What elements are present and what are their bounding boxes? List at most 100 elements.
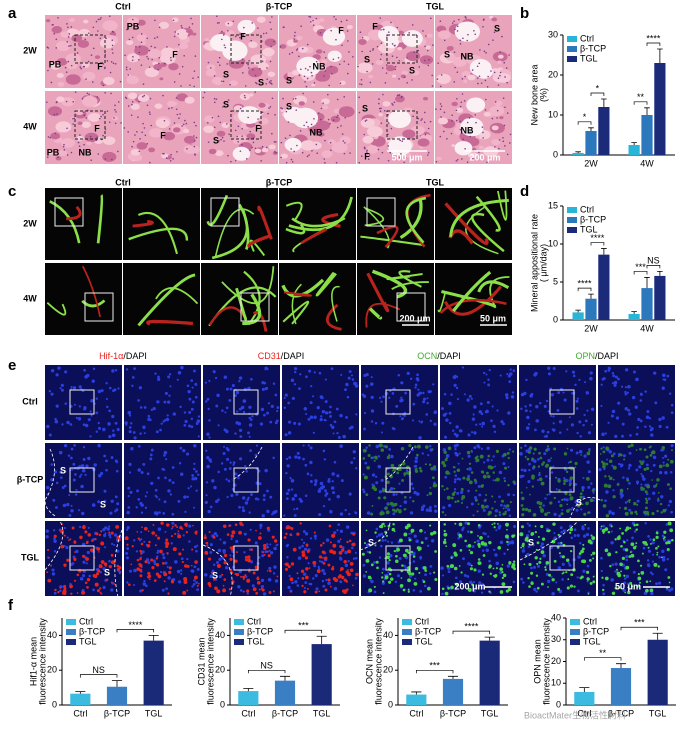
significance-bracket bbox=[646, 265, 661, 269]
signal bbox=[462, 476, 466, 480]
nucleus bbox=[424, 45, 426, 48]
nucleus bbox=[317, 112, 320, 114]
signal bbox=[368, 444, 371, 447]
signal bbox=[406, 523, 411, 528]
nucleus bbox=[440, 74, 443, 76]
nucleus bbox=[68, 33, 71, 35]
nucleus bbox=[186, 147, 188, 150]
signal bbox=[382, 592, 385, 594]
dapi bbox=[208, 379, 211, 383]
dapi bbox=[162, 512, 166, 515]
tissue bbox=[178, 33, 188, 40]
dapi bbox=[222, 445, 226, 448]
signal bbox=[529, 446, 533, 450]
signal bbox=[657, 497, 660, 500]
signal bbox=[447, 446, 452, 451]
signal bbox=[591, 489, 595, 492]
signal bbox=[365, 529, 368, 532]
signal bbox=[630, 542, 635, 547]
nucleus bbox=[463, 100, 466, 102]
signal bbox=[610, 454, 614, 458]
signal bbox=[402, 588, 406, 592]
dapi bbox=[310, 385, 313, 388]
x-tick-label: β-TCP bbox=[104, 708, 130, 718]
bar bbox=[572, 153, 584, 155]
dapi bbox=[626, 391, 629, 394]
nucleus bbox=[173, 35, 176, 38]
dapi bbox=[481, 549, 485, 552]
nucleus bbox=[213, 101, 216, 104]
dapi bbox=[508, 380, 512, 384]
image-label: S bbox=[223, 99, 229, 109]
signal bbox=[538, 477, 543, 482]
nucleus bbox=[90, 159, 92, 162]
dapi bbox=[192, 467, 196, 471]
nucleus bbox=[492, 39, 494, 41]
signal bbox=[389, 577, 394, 581]
signal bbox=[501, 576, 505, 580]
signal bbox=[533, 447, 537, 451]
bone-label bbox=[214, 208, 255, 257]
dapi bbox=[320, 415, 323, 418]
dapi bbox=[485, 548, 490, 553]
nucleus bbox=[140, 33, 143, 35]
signal bbox=[79, 535, 83, 540]
dapi bbox=[319, 418, 323, 422]
nucleus bbox=[311, 74, 313, 77]
dapi bbox=[381, 534, 385, 538]
signal bbox=[339, 544, 343, 549]
signal bbox=[412, 555, 416, 558]
dapi bbox=[658, 417, 662, 422]
dapi bbox=[607, 421, 610, 424]
signal bbox=[568, 531, 572, 534]
signal bbox=[139, 574, 143, 578]
tissue bbox=[296, 35, 303, 41]
signal bbox=[580, 549, 584, 554]
nucleus bbox=[378, 98, 380, 100]
nucleus bbox=[330, 29, 332, 32]
nucleus bbox=[394, 68, 397, 71]
signal bbox=[656, 553, 659, 556]
dapi bbox=[287, 585, 291, 590]
tissue bbox=[437, 117, 449, 125]
signal bbox=[422, 580, 426, 584]
dapi bbox=[174, 560, 178, 564]
nucleus bbox=[312, 19, 314, 22]
nucleus bbox=[193, 145, 196, 148]
signal bbox=[563, 479, 567, 483]
nucleus bbox=[281, 107, 284, 110]
signal bbox=[204, 534, 207, 536]
signal bbox=[104, 564, 107, 567]
nucleus bbox=[335, 18, 337, 21]
dapi bbox=[288, 420, 292, 424]
tissue bbox=[264, 55, 272, 61]
signal bbox=[155, 557, 159, 560]
signal bbox=[385, 510, 390, 515]
dapi bbox=[247, 431, 250, 435]
nucleus bbox=[385, 72, 388, 74]
nucleus bbox=[399, 139, 401, 142]
dapi bbox=[613, 380, 618, 385]
dapi bbox=[319, 486, 324, 490]
dapi bbox=[232, 461, 236, 465]
y-tick-label: 40 bbox=[383, 630, 393, 640]
dapi bbox=[66, 502, 70, 507]
image-label: 200 μm bbox=[454, 581, 485, 591]
nucleus bbox=[435, 108, 437, 110]
nucleus bbox=[312, 101, 315, 103]
dapi bbox=[600, 556, 603, 560]
dapi bbox=[457, 462, 460, 465]
signal bbox=[637, 559, 640, 563]
nucleus bbox=[102, 134, 104, 137]
signal bbox=[488, 540, 492, 545]
nucleus bbox=[168, 107, 170, 110]
signal bbox=[390, 463, 395, 468]
signal bbox=[71, 526, 75, 530]
image-label: PB bbox=[49, 59, 62, 69]
dapi bbox=[270, 404, 274, 408]
signal bbox=[566, 503, 569, 506]
micrograph-bg bbox=[440, 365, 517, 440]
legend-swatch bbox=[402, 629, 412, 635]
signal bbox=[400, 446, 405, 451]
signal bbox=[171, 579, 174, 582]
